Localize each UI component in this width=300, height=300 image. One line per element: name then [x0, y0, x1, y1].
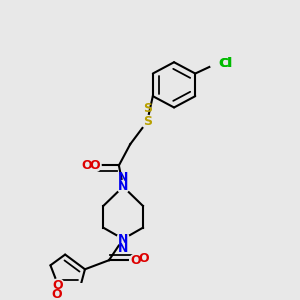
- Circle shape: [210, 57, 223, 70]
- Text: Cl: Cl: [218, 57, 231, 70]
- Text: O: O: [89, 159, 100, 172]
- Text: N: N: [118, 171, 128, 184]
- Text: O: O: [51, 288, 62, 300]
- Circle shape: [130, 254, 142, 266]
- Text: Cl: Cl: [219, 57, 232, 70]
- Circle shape: [117, 181, 129, 193]
- Text: N: N: [118, 242, 128, 255]
- Circle shape: [141, 116, 153, 128]
- Text: N: N: [118, 180, 128, 193]
- Circle shape: [117, 233, 129, 245]
- Text: S: S: [143, 115, 152, 128]
- Text: S: S: [143, 102, 152, 115]
- Circle shape: [52, 279, 64, 291]
- Text: O: O: [81, 159, 92, 172]
- Text: O: O: [53, 279, 63, 292]
- Text: O: O: [139, 252, 149, 265]
- Text: N: N: [118, 232, 128, 245]
- Text: O: O: [130, 254, 141, 267]
- Circle shape: [88, 159, 101, 172]
